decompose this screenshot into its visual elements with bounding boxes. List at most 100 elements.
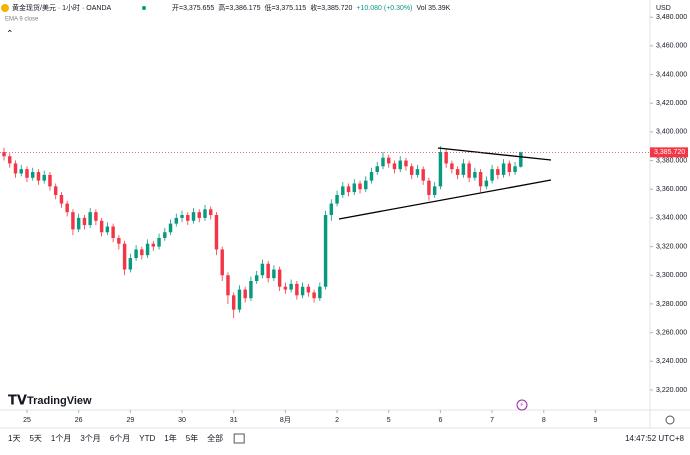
candle-body: [151, 243, 156, 247]
candle-body: [128, 258, 133, 270]
collapse[interactable]: ⌃: [6, 28, 14, 38]
candle-body: [312, 292, 316, 299]
candle-body: [507, 163, 512, 173]
candle-body: [186, 215, 190, 221]
candle-body: [272, 269, 276, 279]
x-tick-label: 9: [593, 417, 597, 424]
candle-body: [409, 166, 414, 175]
range-button[interactable]: 1年: [164, 433, 176, 443]
settings-icon[interactable]: [665, 415, 675, 425]
candle-body: [53, 186, 58, 195]
candle-body: [421, 169, 425, 181]
range-button[interactable]: 6个月: [110, 434, 130, 443]
candle-body: [220, 249, 224, 276]
candle-body: [134, 249, 138, 259]
range-button[interactable]: 5天: [29, 434, 41, 443]
candle-body: [94, 212, 98, 221]
candle-body: [174, 217, 179, 224]
x-tick-label: 5: [387, 417, 391, 424]
candle-body: [300, 286, 305, 296]
candle-body: [323, 215, 328, 287]
candle-body: [76, 217, 81, 230]
trendline: [437, 147, 552, 161]
candle-body: [31, 172, 35, 178]
range-button[interactable]: 1天: [8, 434, 20, 443]
range-button[interactable]: YTD: [139, 434, 155, 443]
candle-body: [59, 194, 64, 204]
symbol-icon: [1, 4, 9, 12]
event-icon[interactable]: ⚡: [520, 402, 524, 409]
candle-body: [197, 212, 201, 218]
logo: 𝗧𝗩: [8, 392, 27, 407]
candle-body: [375, 166, 379, 173]
y-tick-label: 3,220.000: [656, 387, 687, 394]
y-tick-label: 3,320.000: [656, 243, 687, 250]
plot: [2, 146, 523, 319]
candle-body: [398, 160, 402, 170]
candle-body: [501, 163, 506, 175]
candle-body: [163, 232, 167, 238]
candle-body: [415, 169, 420, 175]
candle-body: [369, 172, 374, 181]
y-tick-label: 3,240.000: [656, 358, 687, 365]
candle-body: [364, 180, 368, 190]
status-dot: [142, 6, 146, 10]
candle-body: [122, 243, 127, 270]
range-button[interactable]: 5年: [186, 433, 198, 443]
candle-body: [243, 289, 247, 299]
candle-body: [277, 269, 282, 287]
clock: 14:47:52 UTC+8: [625, 434, 684, 443]
candle-body: [237, 289, 242, 310]
event-icon[interactable]: [516, 399, 528, 411]
candle-body: [226, 275, 230, 296]
candle-body: [484, 180, 489, 187]
candle-body: [455, 169, 460, 175]
candle-body: [478, 172, 483, 187]
x-tick-label: 26: [75, 417, 83, 424]
candle-body: [203, 209, 207, 218]
candle-body: [260, 263, 265, 276]
trendline: [338, 179, 552, 220]
candle-body: [387, 157, 391, 164]
candle-body: [381, 157, 385, 167]
last-price-box: [650, 147, 688, 158]
candle-body: [2, 151, 6, 157]
candle-body: [19, 169, 23, 174]
candle-body: [214, 215, 219, 250]
y-tick-label: 3,440.000: [656, 71, 687, 78]
candle-body: [329, 203, 334, 216]
x-tick-label: 8: [542, 417, 546, 424]
candle-body: [461, 163, 466, 175]
logo-text: TradingView: [27, 395, 92, 407]
stat: Vol 35.39K: [416, 5, 450, 12]
candle-body: [295, 283, 299, 296]
range-button[interactable]: 1个月: [51, 434, 71, 443]
candle-body: [450, 163, 454, 170]
range-button[interactable]: 3个月: [80, 434, 100, 443]
x-tick-label: 31: [230, 417, 238, 424]
candle-body: [283, 286, 288, 290]
stat: +10.080 (+0.30%): [356, 5, 412, 12]
candle-body: [254, 275, 259, 281]
y-tick-label: 3,420.000: [656, 100, 687, 107]
candle-body: [157, 237, 161, 247]
candle-body: [105, 226, 110, 233]
candle-body: [490, 169, 494, 181]
y-tick-label: 3,480.000: [656, 14, 687, 21]
range-button[interactable]: 全部: [207, 433, 223, 443]
candle-body: [427, 180, 431, 195]
candle-body: [99, 220, 104, 233]
candle-body: [71, 212, 75, 230]
y-tick-label: 3,460.000: [656, 43, 687, 50]
y-tick-label: 3,260.000: [656, 329, 687, 336]
date-range-icon[interactable]: [233, 433, 245, 444]
candle-body: [432, 186, 437, 195]
candle-body: [249, 280, 253, 299]
candle-body: [82, 217, 87, 226]
candle-body: [352, 183, 357, 193]
candle-body: [496, 169, 500, 175]
candle-body: [140, 249, 144, 256]
toolbar: 1天 5天 1个月 3个月 6个月 YTD 1年 5年 全部: [8, 433, 245, 444]
y-tick-label: 3,360.000: [656, 186, 687, 193]
